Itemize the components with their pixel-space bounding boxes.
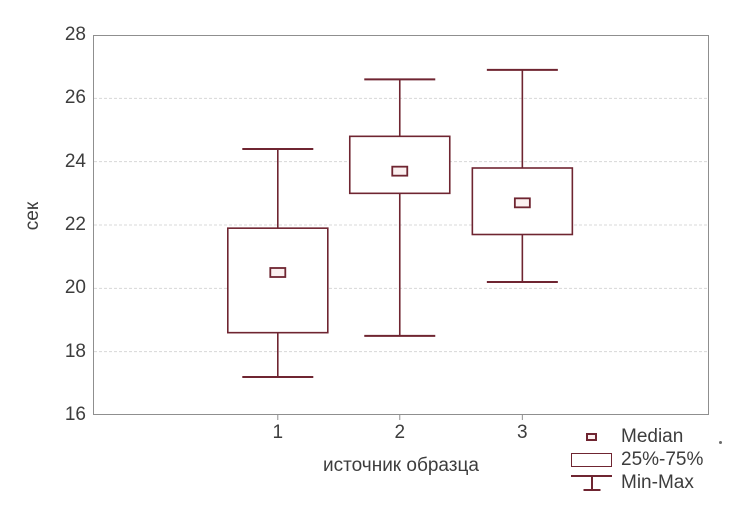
legend-label-iqr: 25%-75% xyxy=(621,449,704,470)
y-tick-label: 26 xyxy=(64,87,86,109)
median-square-icon xyxy=(586,433,597,441)
y-tick-label: 24 xyxy=(64,150,86,172)
x-tick-label: 1 xyxy=(272,422,284,443)
legend-row-minmax: Min-Max xyxy=(571,472,703,494)
y-tick-label: 20 xyxy=(64,277,86,299)
legend-row-iqr: 25%-75% xyxy=(571,449,703,471)
x-tick-label: 3 xyxy=(517,422,528,443)
x-tick-label: 2 xyxy=(394,422,406,443)
y-tick-label: 28 xyxy=(64,24,86,45)
min-max-whisker-icon xyxy=(571,475,612,491)
legend-label-median: Median xyxy=(621,426,684,447)
stray-dot-mark xyxy=(719,441,722,444)
y-tick-label: 22 xyxy=(64,214,86,235)
x-axis-title: источник образца xyxy=(323,455,479,476)
plot-area-frame xyxy=(93,35,709,415)
legend-row-median: Median xyxy=(571,426,703,448)
y-tick-label: 16 xyxy=(64,404,86,425)
legend: Median 25%-75% Min-Max xyxy=(571,426,703,495)
iqr-box-icon xyxy=(571,453,612,467)
y-tick-label: 18 xyxy=(64,340,86,362)
legend-label-minmax: Min-Max xyxy=(621,472,694,493)
